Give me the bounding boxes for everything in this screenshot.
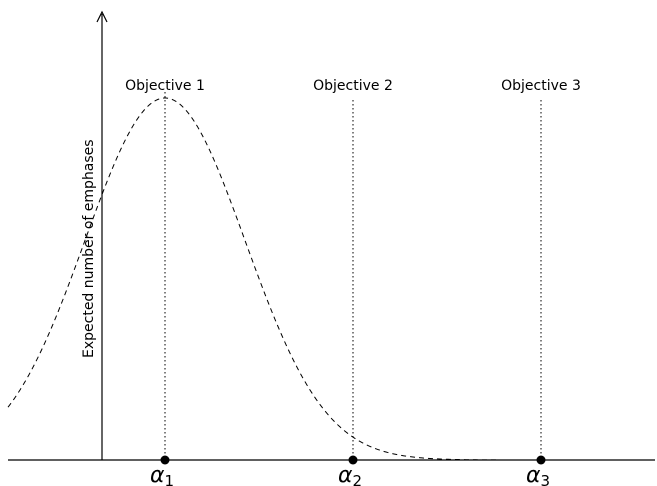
alpha-3-label: α3	[526, 463, 550, 486]
objective-2-point	[348, 455, 358, 465]
objective-3-point	[536, 455, 546, 465]
y-axis-arrowhead	[96, 10, 108, 23]
objective-3-label: Objective 3	[501, 78, 581, 94]
expected-emphases-curve	[7, 97, 640, 461]
alpha-2-label: α2	[338, 463, 362, 486]
y-axis-label: Expected number of emphases	[81, 139, 97, 358]
objective-1-label: Objective 1	[125, 78, 205, 94]
objective-2-label: Objective 2	[313, 78, 393, 94]
alpha-1-label: α1	[150, 463, 174, 486]
objective-1-point	[160, 455, 170, 465]
